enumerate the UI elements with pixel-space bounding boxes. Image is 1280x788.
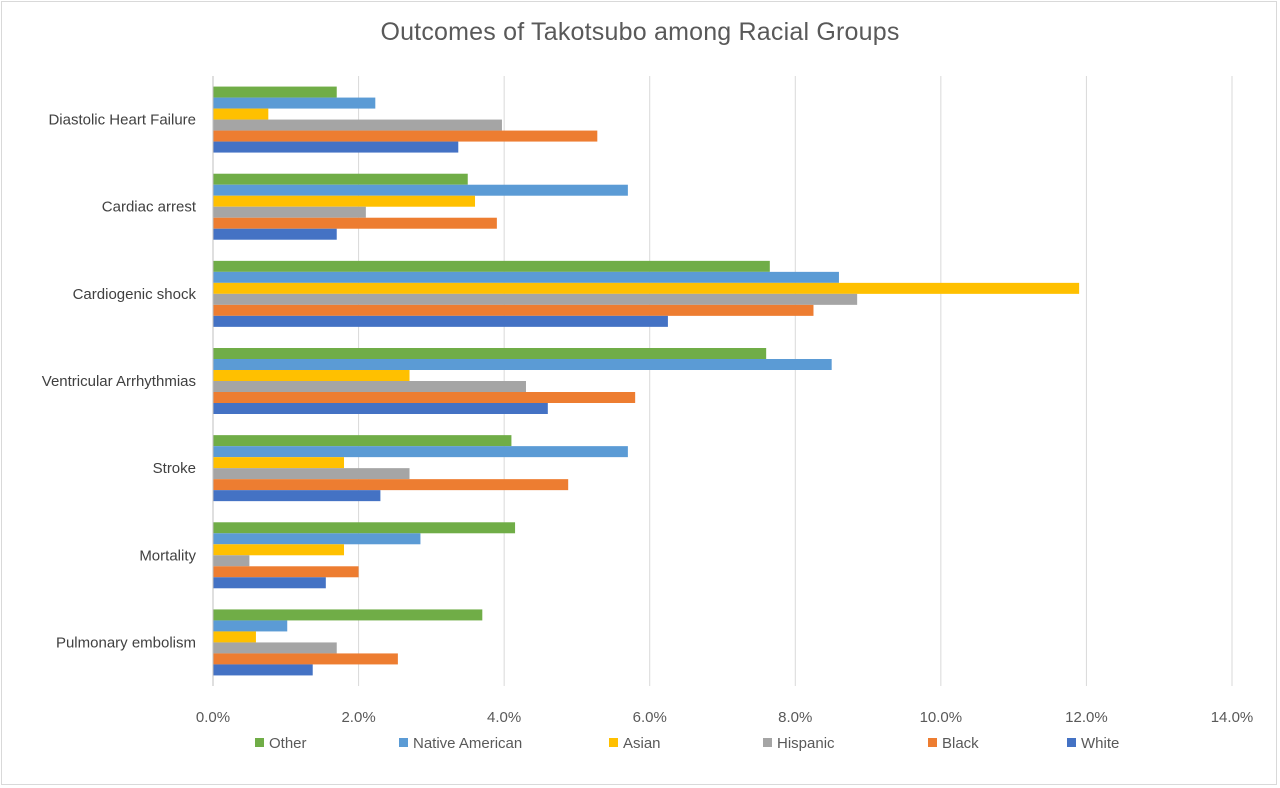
x-tick-label: 4.0% (487, 709, 521, 726)
bar-black (213, 653, 398, 665)
bar-black (213, 304, 814, 316)
bar-asian (213, 195, 476, 207)
legend-label: Hispanic (777, 735, 835, 752)
x-tick-label: 6.0% (633, 709, 667, 726)
category-label: Mortality (139, 547, 196, 564)
bar-hispanic (213, 642, 337, 654)
legend-item: Other (255, 735, 307, 752)
legend-swatch (399, 738, 408, 747)
chart-title: Outcomes of Takotsubo among Racial Group… (380, 18, 900, 46)
legend-item: Native American (399, 735, 522, 752)
category-label: Cardiogenic shock (73, 286, 197, 303)
bar-black (213, 130, 598, 142)
bar-hispanic (213, 119, 502, 131)
bar-hispanic (213, 381, 526, 392)
legend-swatch (1067, 738, 1076, 747)
bar-asian (213, 370, 410, 381)
bar-native-american (213, 533, 421, 545)
legend-label: Black (942, 735, 979, 752)
category-label: Stroke (153, 460, 196, 477)
legend-label: Native American (413, 735, 523, 752)
legend-swatch (609, 738, 618, 747)
bar-black (213, 392, 636, 403)
bar-other (213, 86, 337, 98)
bar-native-american (213, 184, 628, 196)
bar-native-american (213, 359, 832, 370)
bar-hispanic (213, 293, 858, 305)
bar-white (213, 577, 326, 589)
legend-swatch (255, 738, 264, 747)
bar-white (213, 141, 459, 153)
bar-native-american (213, 446, 628, 458)
x-tick-label: 10.0% (920, 709, 963, 726)
category-label: Ventricular Arrhythmias (42, 373, 196, 390)
bar-other (213, 348, 767, 359)
bar-asian (213, 108, 269, 120)
legend-item: Black (928, 735, 979, 752)
bar-white (213, 315, 668, 327)
bar-white (213, 403, 548, 414)
bar-black (213, 479, 569, 491)
bar-black (213, 217, 497, 229)
legend-item: Hispanic (763, 735, 835, 752)
bar-hispanic (213, 468, 410, 480)
bar-black (213, 566, 359, 578)
bar-asian (213, 631, 256, 643)
legend-label: White (1081, 735, 1120, 752)
x-tick-label: 12.0% (1065, 709, 1108, 726)
category-label: Cardiac arrest (102, 199, 197, 216)
category-label: Pulmonary embolism (56, 634, 196, 651)
bar-other (213, 522, 516, 534)
legend-item: Asian (609, 735, 661, 752)
x-tick-label: 0.0% (196, 709, 230, 726)
bar-asian (213, 544, 345, 556)
bar-hispanic (213, 555, 250, 567)
bar-white (213, 490, 381, 502)
bar-white (213, 664, 313, 676)
category-label: Diastolic Heart Failure (48, 112, 196, 129)
bar-other (213, 435, 512, 447)
legend-label: Asian (623, 735, 661, 752)
legend-swatch (763, 738, 772, 747)
bar-native-american (213, 620, 288, 632)
bar-native-american (213, 97, 376, 109)
bar-other (213, 609, 483, 621)
bar-native-american (213, 271, 839, 283)
legend-label: Other (269, 735, 307, 752)
bar-white (213, 228, 337, 240)
legend-item: White (1067, 735, 1119, 752)
bar-other (213, 260, 770, 272)
legend-swatch (928, 738, 937, 747)
bar-asian (213, 457, 345, 469)
bar-other (213, 173, 468, 185)
x-tick-label: 8.0% (778, 709, 812, 726)
bar-asian (213, 282, 1080, 294)
x-tick-label: 2.0% (341, 709, 375, 726)
x-tick-label: 14.0% (1211, 709, 1254, 726)
bar-hispanic (213, 206, 366, 218)
